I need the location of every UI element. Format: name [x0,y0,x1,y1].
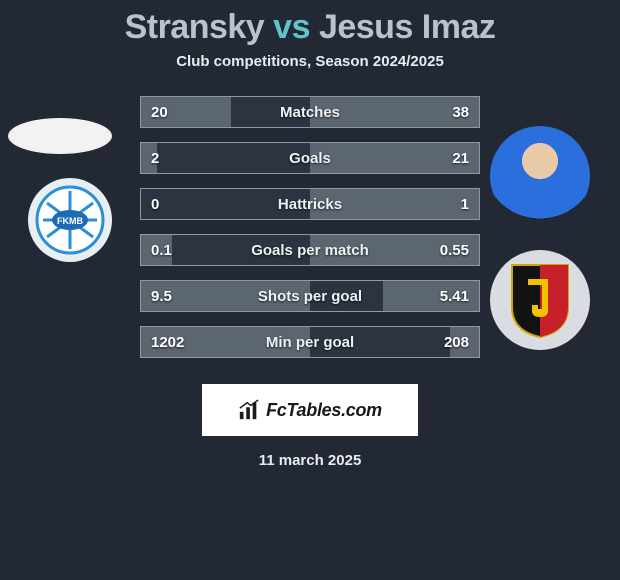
stat-row: 0Hattricks1 [140,188,480,220]
stats-table: 20Matches382Goals210Hattricks10.1Goals p… [140,96,480,358]
stat-row: 1202Min per goal208 [140,326,480,358]
stat-value-right: 1 [399,196,479,213]
stat-value-right: 208 [399,334,479,351]
date-label: 11 march 2025 [0,452,620,469]
stat-value-left: 2 [141,150,221,167]
player-photo-icon [490,126,590,226]
club-badge-right [490,250,590,350]
stat-value-right: 38 [399,104,479,121]
fkmb-club-badge-icon: FKMB [35,185,105,255]
fctables-chart-icon [238,399,260,421]
stat-value-left: 0.1 [141,242,221,259]
club-badge-left: FKMB [28,178,112,262]
stat-row: 2Goals21 [140,142,480,174]
player-placeholder-icon [8,118,112,154]
stat-label: Matches [221,104,399,121]
stat-value-left: 9.5 [141,288,221,305]
stat-row: 9.5Shots per goal5.41 [140,280,480,312]
stat-value-right: 5.41 [399,288,479,305]
source-badge: FcTables.com [202,384,418,436]
stat-value-right: 21 [399,150,479,167]
stat-label: Goals per match [221,242,399,259]
stat-value-left: 1202 [141,334,221,351]
title-vs: vs [273,8,310,46]
stat-row: 20Matches38 [140,96,480,128]
svg-text:FKMB: FKMB [57,216,83,226]
page-title: Stransky vs Jesus Imaz [0,8,620,47]
player1-name: Stransky [125,8,265,46]
stat-row: 0.1Goals per match0.55 [140,234,480,266]
stat-value-right: 0.55 [399,242,479,259]
stat-value-left: 0 [141,196,221,213]
player2-name: Jesus Imaz [319,8,495,46]
comparison-card: Stransky vs Jesus Imaz Club competitions… [0,0,620,469]
stat-label: Hattricks [221,196,399,213]
subtitle: Club competitions, Season 2024/2025 [0,53,620,70]
stat-label: Goals [221,150,399,167]
stat-value-left: 20 [141,104,221,121]
source-label: FcTables.com [266,400,382,421]
jagiellonia-club-badge-icon [508,261,572,339]
stat-label: Shots per goal [221,288,399,305]
stat-label: Min per goal [221,334,399,351]
